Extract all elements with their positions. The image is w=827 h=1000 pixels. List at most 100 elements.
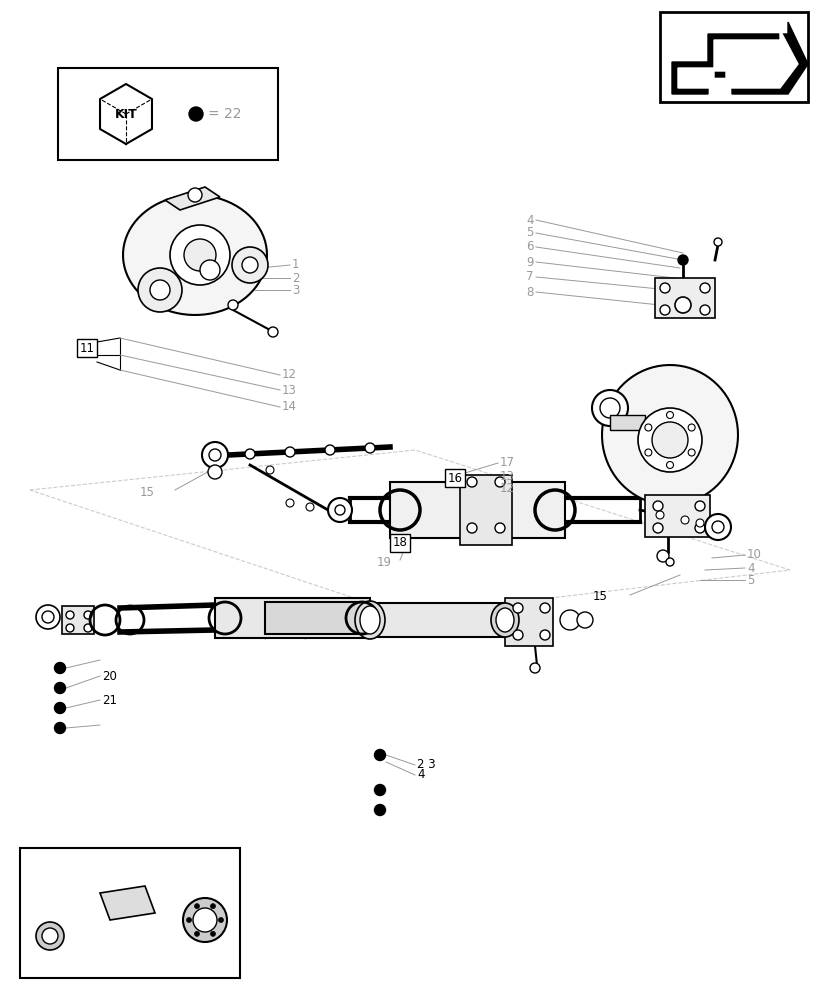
Text: 6: 6 <box>526 240 533 253</box>
Text: KIT: KIT <box>114 108 137 121</box>
Circle shape <box>66 624 74 632</box>
Circle shape <box>284 447 294 457</box>
Text: 12: 12 <box>282 368 297 381</box>
Circle shape <box>687 424 695 431</box>
Bar <box>460 475 511 545</box>
Circle shape <box>655 511 663 519</box>
Text: 15: 15 <box>592 590 607 603</box>
Circle shape <box>268 327 278 337</box>
Polygon shape <box>100 886 155 920</box>
Bar <box>644 495 709 537</box>
Text: 18: 18 <box>392 536 407 550</box>
Text: 21: 21 <box>102 694 117 706</box>
Text: 7: 7 <box>526 270 533 284</box>
Circle shape <box>186 917 191 922</box>
Bar <box>20 848 240 978</box>
Text: 5: 5 <box>746 574 753 586</box>
Bar <box>370 603 504 637</box>
Circle shape <box>150 280 170 300</box>
Circle shape <box>365 443 375 453</box>
Circle shape <box>638 408 701 472</box>
Circle shape <box>711 521 723 533</box>
Circle shape <box>699 283 709 293</box>
Circle shape <box>189 107 203 121</box>
Circle shape <box>208 449 221 461</box>
Bar <box>215 598 370 638</box>
Circle shape <box>513 603 523 613</box>
Circle shape <box>66 611 74 619</box>
Circle shape <box>241 257 258 273</box>
Circle shape <box>194 931 199 936</box>
Circle shape <box>656 550 668 562</box>
Circle shape <box>374 804 385 815</box>
Circle shape <box>193 908 217 932</box>
Circle shape <box>694 501 704 511</box>
Text: 19: 19 <box>376 556 391 568</box>
Circle shape <box>659 283 669 293</box>
Bar <box>504 598 552 646</box>
Text: 9: 9 <box>526 255 533 268</box>
Bar <box>390 482 564 538</box>
Bar <box>265 602 365 634</box>
Text: 8: 8 <box>526 286 533 298</box>
Circle shape <box>42 611 54 623</box>
Circle shape <box>539 630 549 640</box>
Circle shape <box>513 630 523 640</box>
Circle shape <box>644 424 651 431</box>
Circle shape <box>84 624 92 632</box>
Text: 3: 3 <box>292 284 299 296</box>
Circle shape <box>210 931 215 936</box>
Polygon shape <box>165 187 220 210</box>
Circle shape <box>200 260 220 280</box>
Text: 1: 1 <box>292 258 299 271</box>
Circle shape <box>677 255 687 265</box>
Circle shape <box>306 503 313 511</box>
Polygon shape <box>677 30 797 88</box>
Circle shape <box>495 477 504 487</box>
Circle shape <box>265 466 274 474</box>
Circle shape <box>184 239 216 271</box>
Circle shape <box>591 390 627 426</box>
Ellipse shape <box>495 608 514 632</box>
Circle shape <box>694 523 704 533</box>
Circle shape <box>576 612 592 628</box>
Circle shape <box>466 477 476 487</box>
Polygon shape <box>100 84 152 144</box>
Text: 10: 10 <box>746 548 761 562</box>
Circle shape <box>651 422 687 458</box>
Text: 14: 14 <box>282 400 297 414</box>
Circle shape <box>232 247 268 283</box>
Circle shape <box>218 917 223 922</box>
Circle shape <box>696 519 703 527</box>
Bar <box>58 68 278 160</box>
Circle shape <box>674 297 691 313</box>
Ellipse shape <box>360 606 380 634</box>
Circle shape <box>666 462 672 468</box>
Circle shape <box>245 449 255 459</box>
Polygon shape <box>672 22 807 94</box>
Text: 12: 12 <box>500 483 514 495</box>
Circle shape <box>170 225 230 285</box>
Polygon shape <box>123 195 266 315</box>
Ellipse shape <box>490 603 519 637</box>
Circle shape <box>653 523 662 533</box>
Text: 17: 17 <box>500 456 514 470</box>
Circle shape <box>653 501 662 511</box>
Circle shape <box>188 188 202 202</box>
Text: = 22: = 22 <box>208 107 241 121</box>
Circle shape <box>138 268 182 312</box>
Circle shape <box>559 610 579 630</box>
Circle shape <box>325 445 335 455</box>
Text: 2: 2 <box>292 271 299 284</box>
Circle shape <box>659 305 669 315</box>
Text: 15: 15 <box>140 486 155 498</box>
Circle shape <box>665 558 673 566</box>
Polygon shape <box>601 365 737 505</box>
Circle shape <box>84 611 92 619</box>
Circle shape <box>36 605 60 629</box>
Circle shape <box>704 514 730 540</box>
Bar <box>609 415 644 430</box>
Text: 20: 20 <box>102 670 117 682</box>
Circle shape <box>36 922 64 950</box>
Circle shape <box>227 300 237 310</box>
